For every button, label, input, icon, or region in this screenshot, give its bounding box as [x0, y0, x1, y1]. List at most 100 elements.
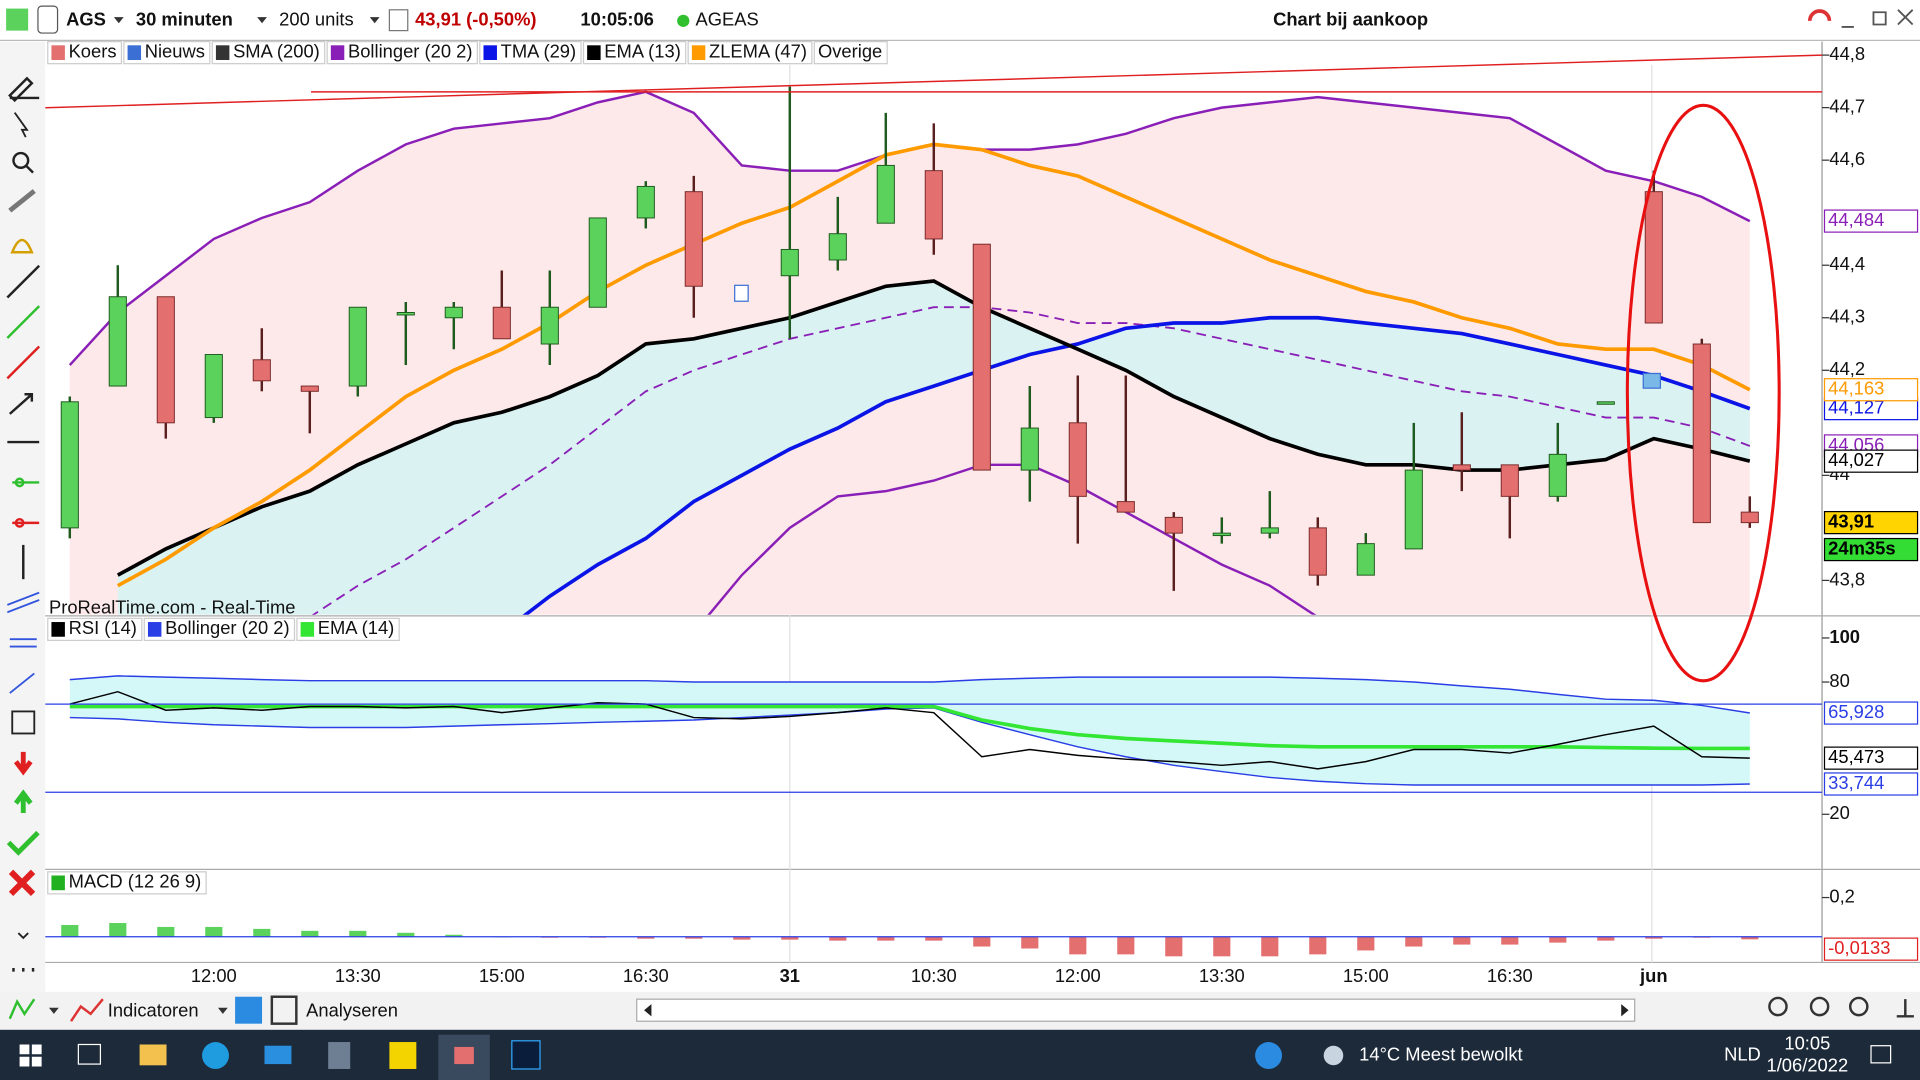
symbol[interactable]: AGS — [66, 9, 106, 30]
dropdown[interactable] — [217, 1007, 228, 1014]
axis-value-box — [1823, 772, 1919, 796]
candle-body — [540, 306, 559, 345]
legend-label[interactable]: MACD (12 26 9) — [69, 871, 202, 892]
notifications[interactable] — [1870, 1045, 1892, 1064]
legend-label[interactable]: Bollinger (20 2) — [348, 40, 473, 61]
legend-label[interactable]: ZLEMA (47) — [709, 40, 807, 61]
legend-swatch — [51, 45, 65, 60]
indicator-line — [69, 690, 1750, 770]
dropdown[interactable] — [257, 17, 267, 24]
histogram-bar — [877, 936, 895, 941]
news-icon[interactable] — [734, 284, 749, 302]
chart-type-icon[interactable] — [8, 998, 36, 1020]
legend-item[interactable] — [582, 41, 687, 65]
candle-body — [1596, 401, 1615, 405]
legend-item[interactable] — [813, 41, 888, 65]
legend-swatch — [215, 45, 230, 60]
y-tick-label: 44,3 — [1829, 306, 1865, 327]
histogram-bar — [1597, 936, 1615, 941]
legend-item[interactable] — [47, 41, 123, 65]
candle-body — [972, 243, 991, 471]
histogram-bar — [1357, 936, 1375, 951]
legend-item[interactable] — [47, 617, 143, 642]
legend-item[interactable] — [123, 41, 211, 65]
watermark: ProRealTime.com - Real-Time — [49, 596, 296, 617]
clock[interactable]: 10:05 — [1784, 1032, 1830, 1053]
scrollbar[interactable] — [636, 998, 1636, 1022]
date[interactable]: 1/06/2022 — [1767, 1054, 1849, 1075]
order-icon[interactable] — [1642, 372, 1662, 389]
legend-label[interactable]: Overige — [818, 40, 882, 61]
legend-item[interactable] — [326, 41, 478, 65]
candle-body — [1068, 422, 1087, 497]
window-title: Chart bij aankoop — [1273, 9, 1428, 30]
axis-value-box — [1823, 510, 1919, 535]
y-tick-label: 43,8 — [1829, 568, 1865, 589]
window-buttons[interactable] — [1841, 9, 1914, 28]
y-tick-label: 0,2 — [1829, 885, 1855, 906]
legend-label[interactable]: RSI (14) — [69, 617, 137, 638]
legend-label[interactable]: Koers — [69, 40, 117, 61]
legend-item[interactable] — [211, 41, 326, 65]
weather[interactable]: 14°C Meest bewolkt — [1359, 1043, 1522, 1064]
legend-label[interactable]: EMA (14) — [318, 617, 395, 638]
axis-value-box — [1823, 378, 1919, 402]
axis-value-box — [1823, 746, 1919, 770]
share-icon[interactable] — [235, 996, 263, 1024]
analyse-icon[interactable] — [270, 995, 298, 1025]
candle-body — [108, 296, 127, 387]
interval[interactable]: 30 minuten — [136, 9, 233, 30]
candle-body — [396, 312, 415, 316]
candle-body — [636, 185, 655, 219]
dropdown[interactable] — [48, 1007, 59, 1014]
link-icon[interactable] — [37, 5, 59, 34]
indicator-line — [69, 707, 1750, 786]
histogram-bar — [733, 936, 751, 940]
indicators-icon[interactable] — [70, 998, 104, 1022]
zoom-icons[interactable] — [1768, 996, 1914, 1018]
candle-body — [492, 306, 511, 340]
candle-body — [300, 385, 319, 392]
candle-body — [924, 170, 943, 240]
axis-value-label: 33,744 — [1828, 772, 1884, 793]
legend-label[interactable]: SMA (200) — [233, 40, 320, 61]
histogram-bar — [157, 926, 175, 937]
x-tick-label: 13:30 — [335, 965, 381, 986]
language[interactable]: NLD — [1724, 1043, 1761, 1064]
legend-item[interactable] — [296, 617, 400, 642]
units[interactable]: 200 units — [279, 9, 354, 30]
dropdown[interactable] — [369, 17, 380, 24]
candle-body — [252, 359, 271, 382]
legend-item[interactable] — [143, 617, 296, 642]
legend-label[interactable]: TMA (29) — [501, 40, 577, 61]
axis-value-label: 44,163 — [1828, 378, 1884, 399]
indicator-line — [116, 279, 1751, 577]
candle-body — [780, 248, 799, 277]
taskbar-icons[interactable] — [19, 1034, 1344, 1080]
sync-icon[interactable] — [1807, 9, 1832, 22]
legend-swatch — [330, 45, 345, 60]
indicator-line — [707, 463, 1317, 615]
axis-value-box — [1823, 209, 1919, 233]
histogram-bar — [1453, 936, 1471, 945]
legend-item[interactable] — [479, 41, 582, 65]
legend-item[interactable] — [687, 41, 813, 65]
axis-value-label: 45,473 — [1828, 746, 1884, 767]
x-tick-label: jun — [1639, 965, 1668, 986]
indicators-button[interactable]: Indicatoren — [108, 999, 199, 1020]
tool-icons[interactable] — [6, 76, 41, 972]
axis-value-label: 44,027 — [1828, 449, 1884, 470]
histogram-bar — [925, 936, 943, 941]
analyse-button[interactable]: Analyseren — [306, 999, 398, 1020]
legend-item[interactable] — [47, 871, 207, 895]
legend-label[interactable]: EMA (13) — [604, 40, 681, 61]
legend-label[interactable]: Bollinger (20 2) — [165, 617, 289, 638]
info-icon[interactable] — [388, 9, 409, 32]
quote-time: 10:05:06 — [580, 9, 654, 30]
legend-label[interactable]: Nieuws — [145, 40, 205, 61]
trend-line[interactable] — [45, 54, 1823, 109]
axis-value-box — [1823, 537, 1919, 562]
dropdown[interactable] — [113, 17, 124, 24]
y-tick-label: 100 — [1829, 626, 1860, 647]
